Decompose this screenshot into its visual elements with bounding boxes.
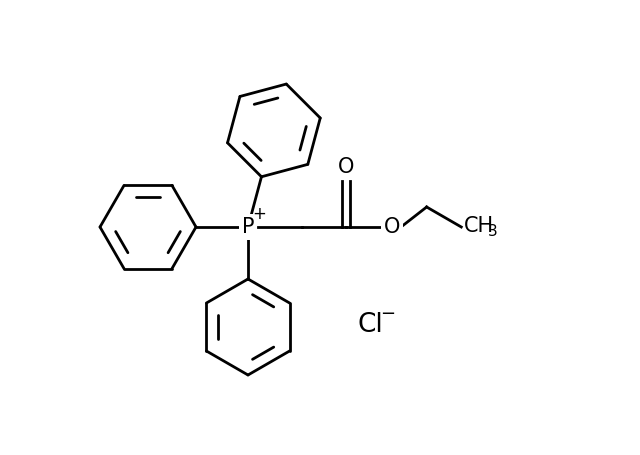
Text: −: −	[380, 305, 396, 323]
Text: Cl: Cl	[357, 312, 383, 338]
Text: O: O	[338, 157, 354, 177]
Text: P: P	[242, 217, 254, 237]
Text: +: +	[252, 205, 266, 223]
Text: CH: CH	[464, 216, 494, 236]
Text: O: O	[384, 217, 400, 237]
Text: 3: 3	[488, 224, 497, 239]
